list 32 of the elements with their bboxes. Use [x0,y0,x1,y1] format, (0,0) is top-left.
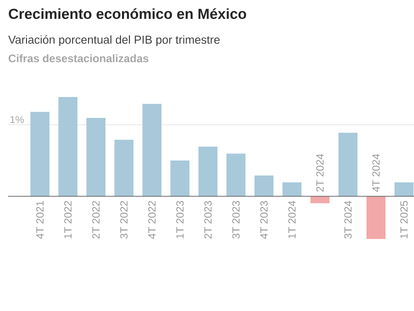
bar [366,196,386,240]
x-tick-label: 3T 2022 [120,201,128,239]
x-tick-label: 3T 2024 [344,200,352,239]
bar [338,132,358,196]
bar [282,182,302,196]
bar [310,196,330,204]
chart-title: Crecimiento económico en México [8,8,246,19]
bar [142,104,162,196]
x-tick-label: 2T 2024 [316,154,324,192]
x-tick-label: 4T 2023 [260,200,268,239]
x-tick-label: 4T 2021 [36,201,44,239]
x-tick-label: 1T 2023 [176,200,184,238]
x-tick-label: 2T 2022 [92,201,100,239]
x-tick-label: 2T 2023 [204,200,212,239]
bar [226,154,246,196]
bar [254,175,274,196]
bar [394,182,414,196]
bar [198,146,218,196]
bar [30,112,50,196]
x-tick-label: 3T 2023 [232,200,240,239]
x-tick-label: 1T 2025 [400,200,408,238]
bar [86,118,106,196]
x-tick-label: 1T 2024 [288,200,296,238]
x-tick-label: 4T 2024 [372,154,380,192]
x-tick-label: 4T 2022 [148,201,156,239]
x-tick-label: 1T 2022 [64,201,72,238]
bar [58,96,78,196]
bar [114,140,134,196]
chart-subtitle: Variación porcentual del PIB por trimestre [8,35,220,46]
text: Cifras desestacionalizadas [8,54,148,62]
bar [170,160,190,196]
ref-line-label: 1% [10,116,24,124]
